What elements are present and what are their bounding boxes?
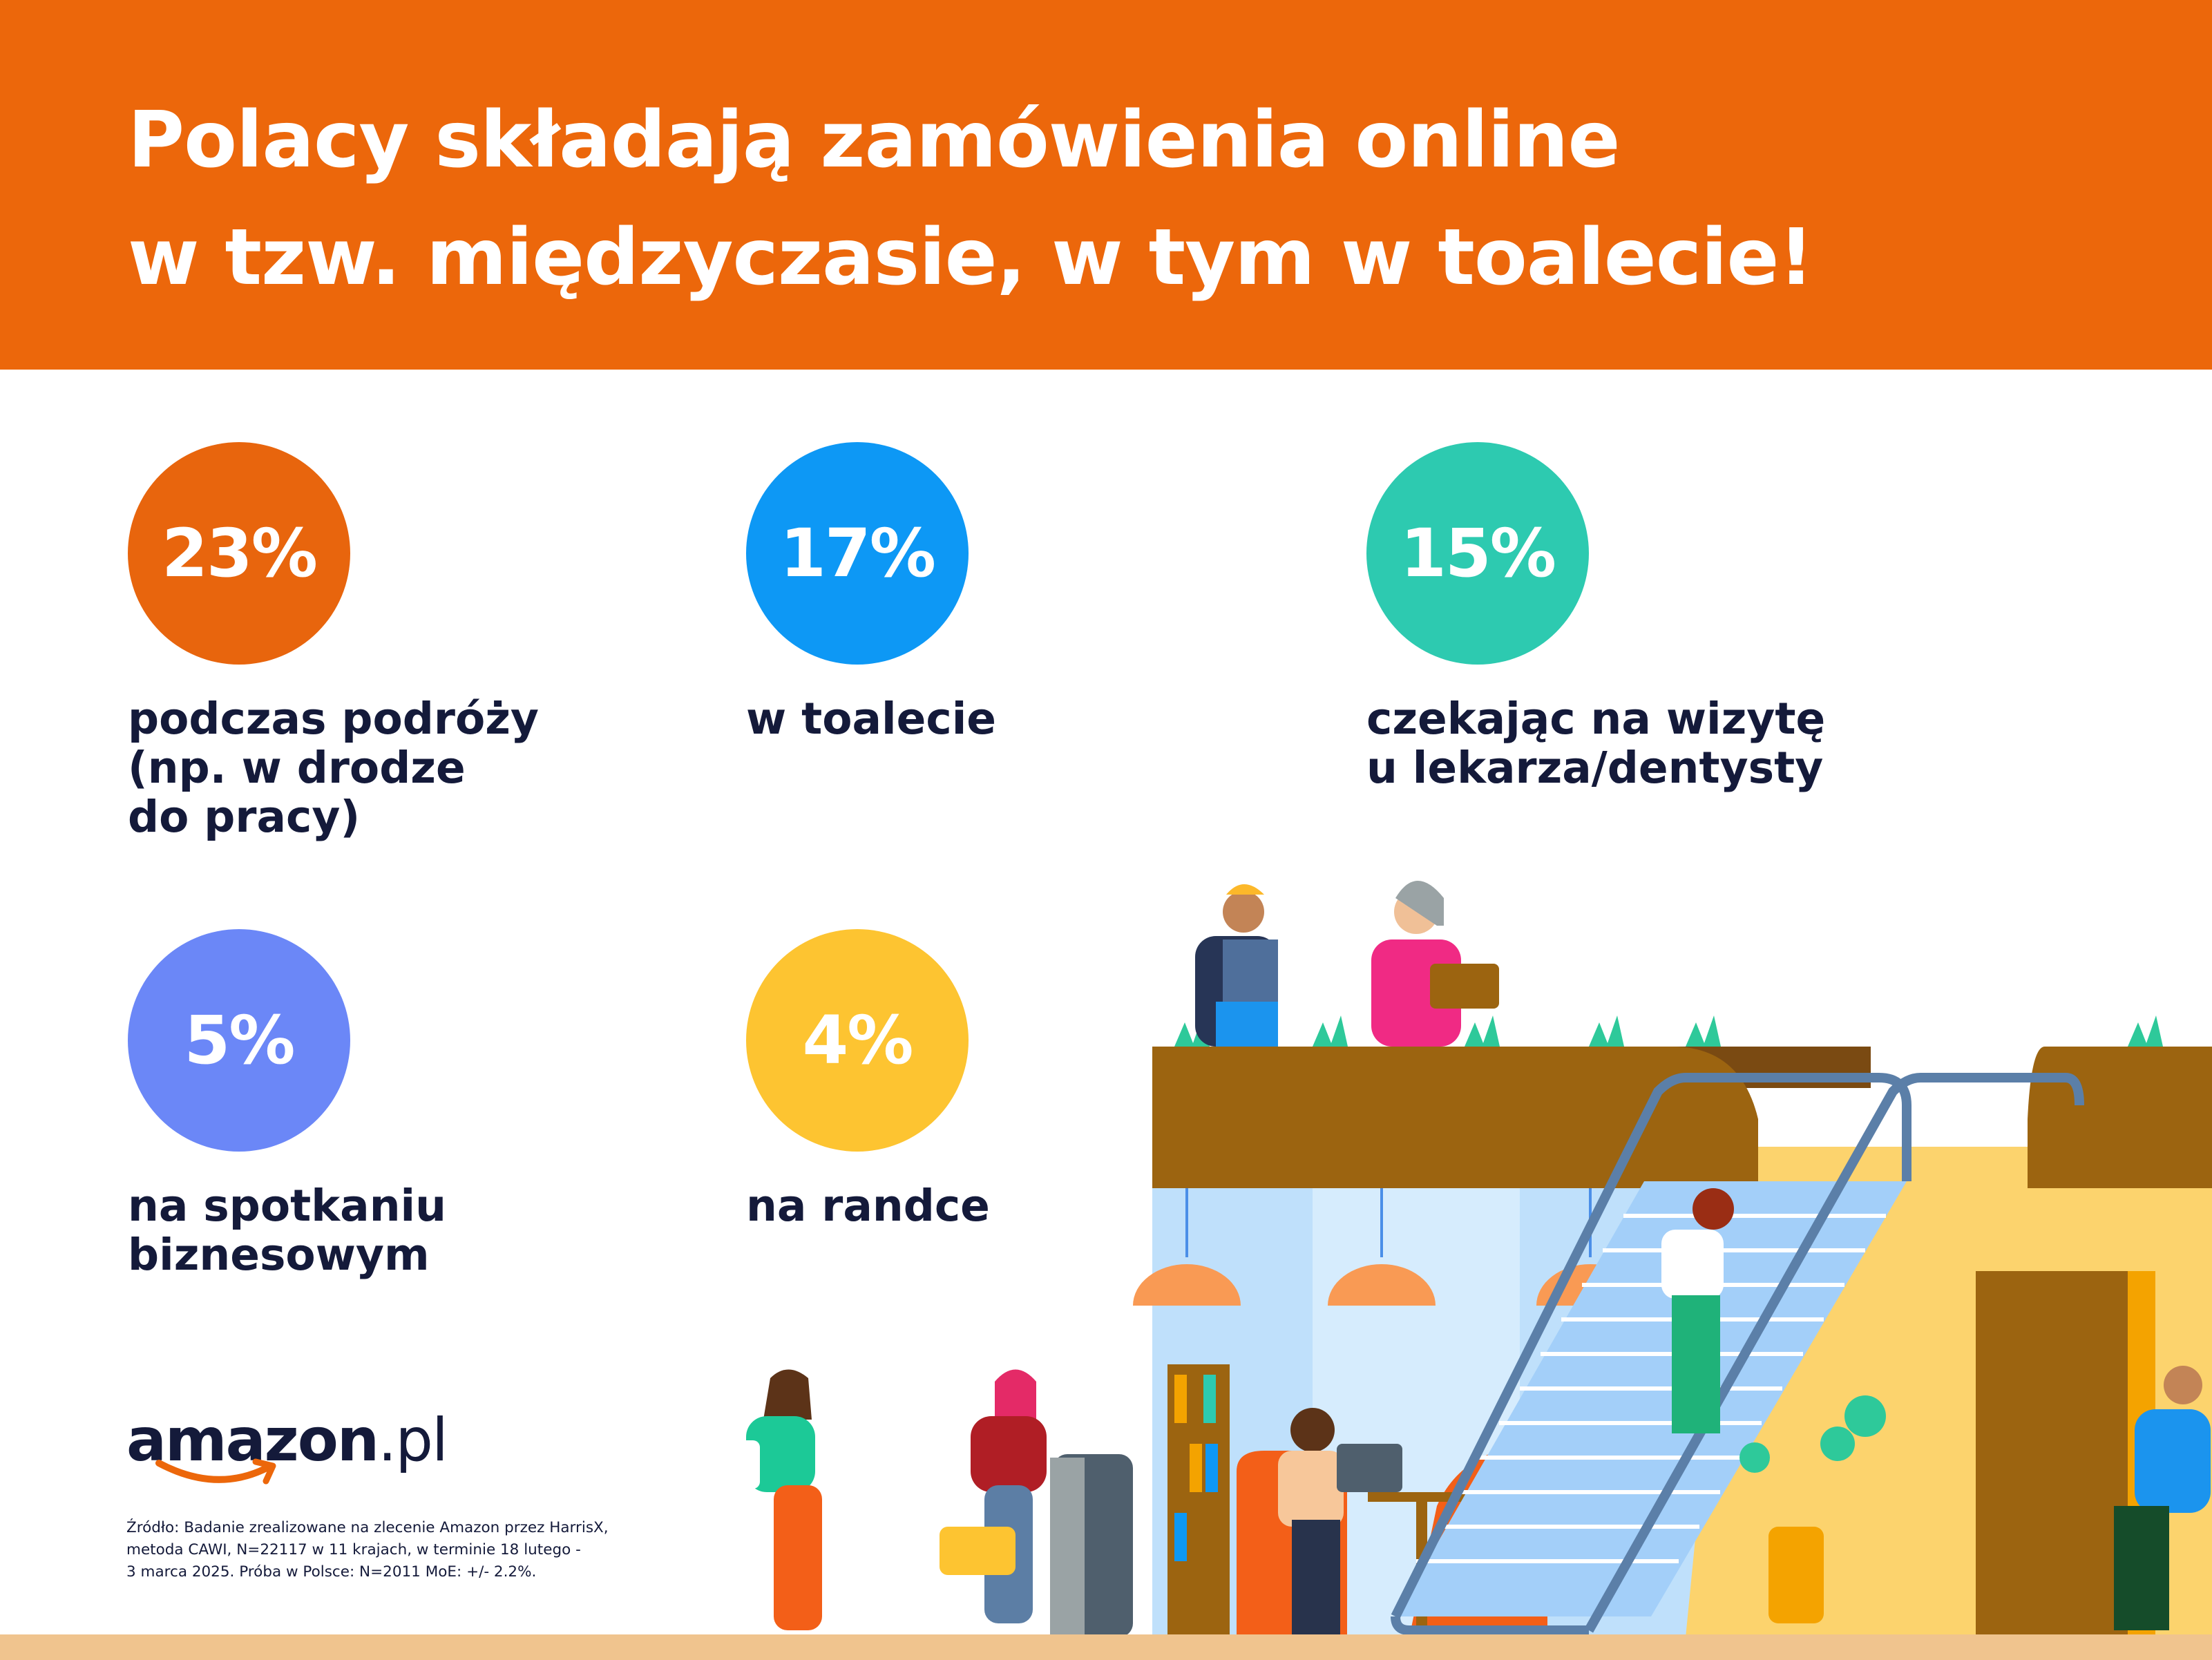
stat-circle-travel: 23% (128, 442, 350, 665)
stat-label-doctor: czekając na wizytę u lekarza/dentysty (1366, 694, 1826, 793)
stat-circle-doctor: 15% (1366, 442, 1589, 665)
stat-circle-toilet: 17% (746, 442, 969, 665)
source-note: Źródło: Badanie zrealizowane na zlecenie… (126, 1519, 609, 1581)
stat-label-business: na spotkaniu biznesowym (128, 1181, 446, 1280)
stat-circle-date: 4% (746, 929, 969, 1152)
page-title: Polacy składają zamówienia online w tzw.… (128, 82, 1814, 316)
stat-label-toilet: w toalecie (746, 694, 997, 744)
header-banner: Polacy składają zamówienia online w tzw.… (0, 0, 2212, 370)
stat-label-travel: podczas podróży (np. w drodze do pracy) (128, 694, 539, 842)
stat-circle-business: 5% (128, 929, 350, 1152)
amazon-smile-icon (155, 1458, 276, 1485)
amazon-logo: amazon.pl (126, 1406, 448, 1475)
title-line-1: Polacy składają zamówienia online (128, 95, 1620, 185)
title-line-2: w tzw. międzyczasie, w tym w toalecie! (128, 213, 1814, 303)
logo-suffix: .pl (378, 1406, 448, 1475)
ground-strip (0, 1634, 2212, 1660)
stat-label-date: na randce (746, 1181, 990, 1231)
logo-brand: amazon (126, 1406, 379, 1475)
